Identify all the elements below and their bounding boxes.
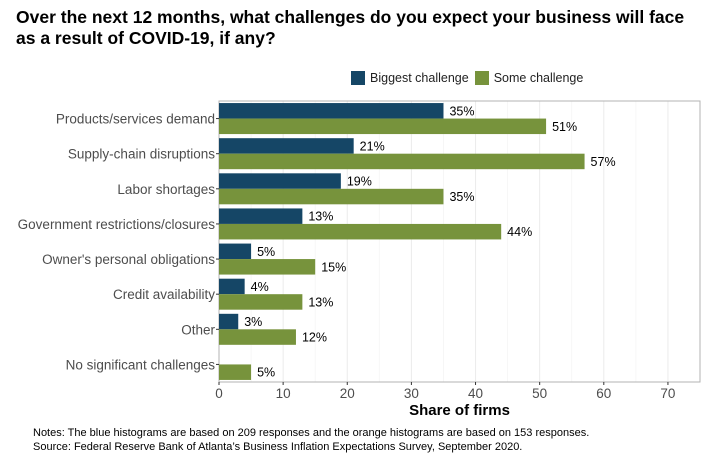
legend-swatch-biggest [351,71,365,85]
plot-border [218,100,701,383]
legend-label-biggest: Biggest challenge [370,71,469,85]
bar-some-challenge [219,153,585,170]
category-label: Government restrictions/closures [18,217,216,232]
data-label-biggest: 21% [360,139,385,153]
chart-title: Over the next 12 months, what challenges… [16,7,685,48]
x-tick-label: 30 [404,386,419,401]
x-tick-label: 20 [340,386,355,401]
data-label-biggest: 4% [251,280,269,294]
bar-biggest-challenge [219,243,252,260]
data-label-biggest: 19% [347,175,372,189]
data-label-some: 13% [308,295,333,309]
bar-biggest-challenge [219,173,341,189]
legend: Biggest challenge Some challenge [351,71,589,85]
bar-some-challenge [219,259,316,275]
x-tick-label: 50 [532,386,547,401]
bar-some-challenge [219,294,303,310]
legend-swatch-some [474,71,489,85]
data-label-some: 5% [257,366,275,380]
notes-line: Notes: The blue histograms are based on … [33,427,590,439]
data-label-some: 44% [507,225,532,239]
data-label-some: 51% [552,120,577,134]
category-label: Products/services demand [56,112,215,127]
x-tick-label: 40 [468,386,483,401]
data-label-biggest: 35% [449,104,474,118]
bar-biggest-challenge [219,138,354,154]
data-label-some: 15% [321,260,346,274]
category-label: Other [181,322,215,337]
bar-biggest-challenge [219,103,444,119]
x-tick-label: 10 [276,386,291,401]
data-label-biggest: 3% [244,315,262,329]
bar-some-challenge [219,223,502,240]
legend-label-some: Some challenge [493,71,584,85]
source-line: Source: Federal Reserve Bank of Atlanta’… [33,441,523,453]
category-label: Labor shortages [117,182,215,197]
bar-some-challenge [219,188,444,205]
legend-item-biggest: Biggest challenge [351,71,469,85]
category-label: Credit availability [113,287,215,302]
x-tick-label: 60 [596,386,611,401]
data-label-some: 57% [591,155,616,169]
chart-notes: Notes: The blue histograms are based on … [33,426,589,454]
data-label-some: 35% [449,190,474,204]
category-label: Supply-chain disruptions [68,147,215,162]
legend-item-some: Some challenge [474,71,584,85]
bar-biggest-challenge [219,278,245,295]
bar-biggest-challenge [219,208,303,224]
data-label-biggest: 5% [257,245,275,259]
category-label: No significant challenges [66,357,216,372]
data-label-some: 12% [302,331,327,345]
bar-some-challenge [219,329,296,345]
data-label-biggest: 13% [308,210,333,224]
bar-some-challenge [219,364,252,380]
bar-biggest-challenge [219,313,239,330]
bar-some-challenge [219,118,547,135]
x-axis-title: Share of firms [409,402,510,419]
category-label: Owner's personal obligations [42,252,215,267]
x-tick-label: 0 [215,386,223,401]
x-tick-label: 70 [660,386,675,401]
